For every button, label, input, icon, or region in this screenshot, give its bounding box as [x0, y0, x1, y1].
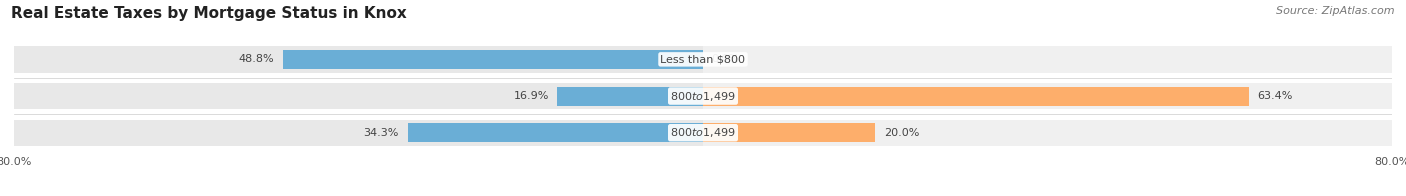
Bar	[703, 86, 1249, 106]
Bar	[557, 86, 703, 106]
Text: Real Estate Taxes by Mortgage Status in Knox: Real Estate Taxes by Mortgage Status in …	[11, 6, 406, 21]
Bar	[703, 120, 1392, 146]
Bar	[703, 46, 1392, 73]
Text: 48.8%: 48.8%	[239, 54, 274, 64]
Text: 34.3%: 34.3%	[364, 128, 399, 138]
Text: 0.0%: 0.0%	[711, 54, 740, 64]
Bar	[14, 83, 703, 109]
Text: $800 to $1,499: $800 to $1,499	[671, 126, 735, 139]
Text: 63.4%: 63.4%	[1257, 91, 1294, 101]
Bar	[14, 120, 703, 146]
Text: Less than $800: Less than $800	[661, 54, 745, 64]
Bar	[408, 123, 703, 142]
Text: Source: ZipAtlas.com: Source: ZipAtlas.com	[1277, 6, 1395, 16]
Bar	[14, 46, 703, 73]
Bar	[703, 123, 875, 142]
Text: 16.9%: 16.9%	[513, 91, 548, 101]
Text: 20.0%: 20.0%	[884, 128, 920, 138]
Bar	[703, 83, 1392, 109]
Bar	[283, 50, 703, 69]
Text: $800 to $1,499: $800 to $1,499	[671, 90, 735, 103]
